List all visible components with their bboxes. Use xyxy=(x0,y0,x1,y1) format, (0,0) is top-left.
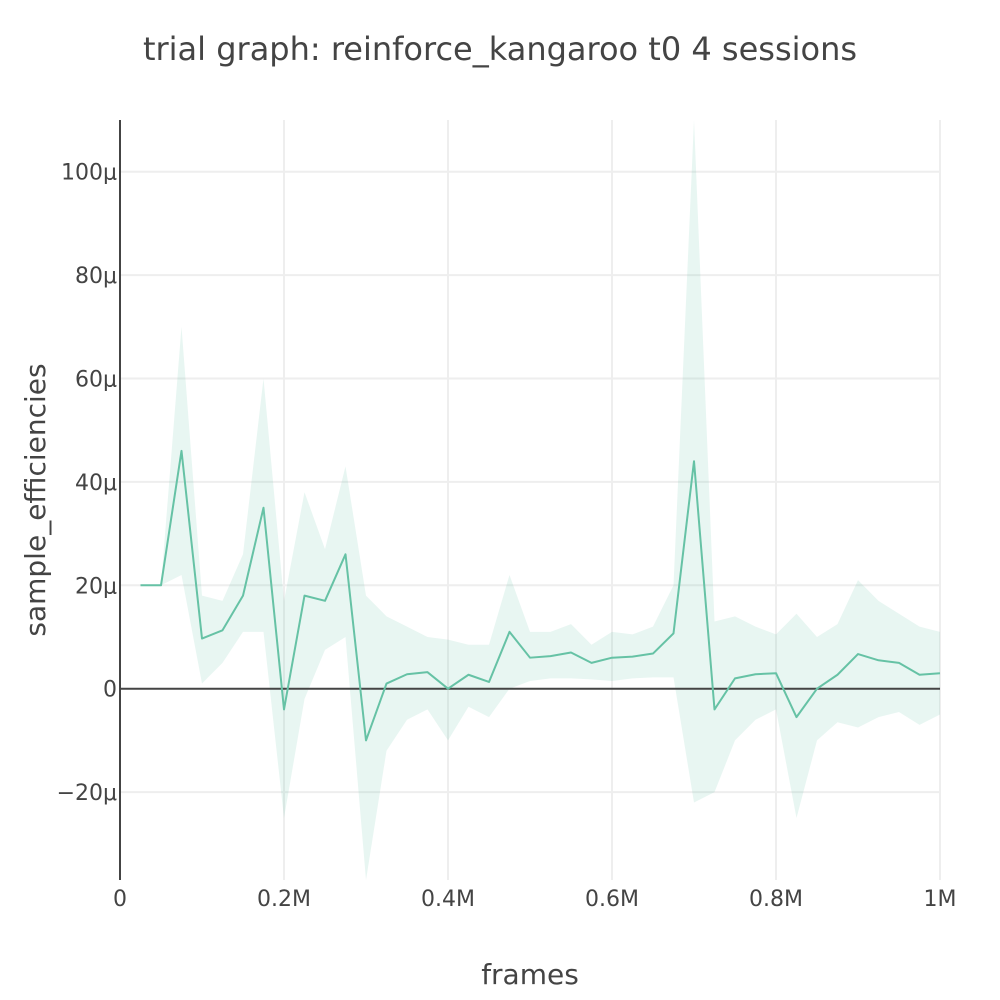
y-axis-ticks: −20μ 0 20μ 40μ 60μ 80μ 100μ xyxy=(57,161,117,806)
x-axis-ticks: 0 0.2M 0.4M 0.6M 0.8M 1M xyxy=(113,887,956,912)
y-tick-label: 80μ xyxy=(75,264,117,289)
x-tick-label: 0.6M xyxy=(585,887,639,912)
confidence-band xyxy=(140,120,940,880)
y-tick-label: 20μ xyxy=(75,574,117,599)
x-tick-label: 0.8M xyxy=(749,887,803,912)
x-tick-label: 1M xyxy=(924,887,957,912)
y-tick-label: 0 xyxy=(103,678,117,703)
x-tick-label: 0 xyxy=(113,887,127,912)
x-axis-title: frames xyxy=(481,958,579,991)
grid-lines xyxy=(120,120,941,880)
y-tick-label: 100μ xyxy=(61,161,117,186)
series-line xyxy=(140,449,941,742)
y-axis-title: sample_efficiencies xyxy=(19,363,52,636)
series-lines xyxy=(140,449,941,742)
x-tick-label: 0.4M xyxy=(421,887,475,912)
y-tick-label: 40μ xyxy=(75,471,117,496)
y-tick-label: 60μ xyxy=(75,368,117,393)
x-tick-label: 0.2M xyxy=(257,887,311,912)
error-band xyxy=(140,120,940,880)
y-tick-label: −20μ xyxy=(57,781,117,806)
chart-title: trial graph: reinforce_kangaroo t0 4 ses… xyxy=(143,30,857,68)
